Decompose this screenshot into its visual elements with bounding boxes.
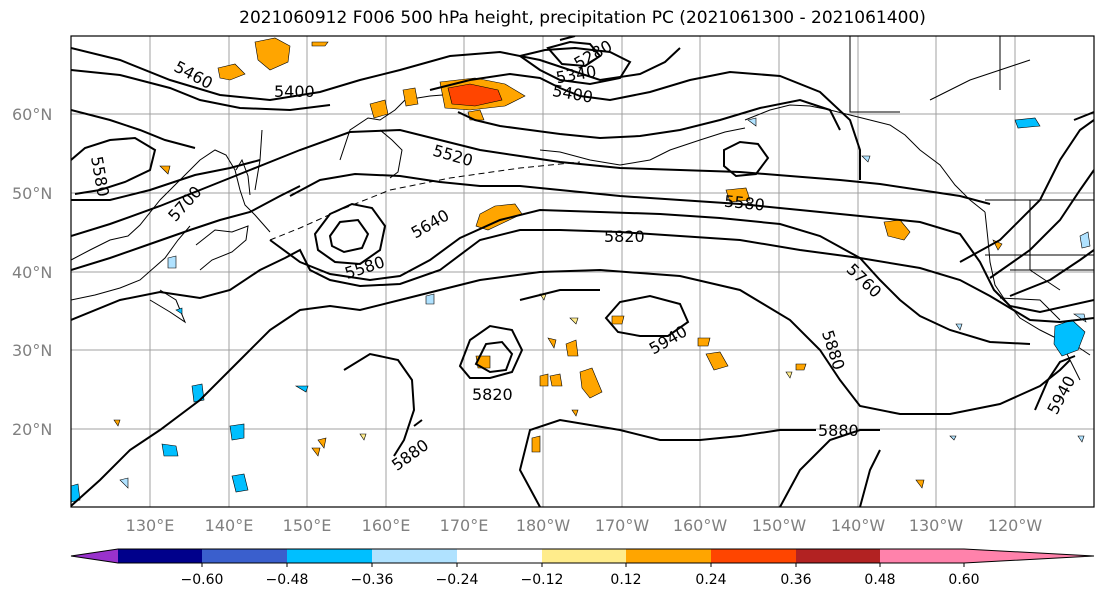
colorbar-tick-label: −0.12 — [521, 572, 564, 588]
map-frame — [70, 35, 1095, 508]
colorbar-outline — [70, 548, 1095, 564]
contour-label: 5400 — [274, 82, 315, 101]
colorbar-segment — [287, 549, 372, 563]
colorbar-tick-label: 0.36 — [780, 572, 811, 588]
colorbar-extend-right — [964, 549, 1094, 563]
lon-label: 170°W — [595, 516, 650, 535]
contour-label: 5820 — [604, 227, 645, 246]
colorbar-segment — [118, 549, 202, 563]
contour-label: 5580 — [723, 192, 765, 215]
colorbar-tick-label: −0.60 — [181, 572, 224, 588]
colorbar-tick-label: 0.60 — [948, 572, 979, 588]
colorbar-segment — [880, 549, 964, 563]
lon-label: 170°E — [440, 516, 489, 535]
lat-label: 30°N — [12, 341, 52, 360]
lon-label: 160°E — [362, 516, 411, 535]
lon-label: 140°W — [831, 516, 886, 535]
lon-label: 130°W — [909, 516, 964, 535]
contour-label: 5880 — [818, 421, 859, 440]
colorbar-segment — [372, 549, 457, 563]
height-contours — [71, 36, 1094, 507]
lon-label: 140°E — [205, 516, 254, 535]
longitude-labels: 130°E 140°E 150°E 160°E 170°E 180°W 170°… — [126, 516, 1043, 535]
map-title: 2021060912 F006 500 hPa height, precipit… — [239, 8, 926, 28]
latitude-labels: 60°N 50°N 40°N 30°N 20°N — [12, 105, 52, 439]
colorbar-tick-label: 0.24 — [695, 572, 726, 588]
lat-label: 50°N — [12, 184, 52, 203]
boundary-dashed — [269, 161, 581, 241]
lon-label: 180°W — [516, 516, 571, 535]
colorbar-segment — [457, 549, 542, 563]
colorbar-tick-label: −0.36 — [351, 572, 394, 588]
colorbar-segment — [626, 549, 711, 563]
colorbar-extend-left — [71, 549, 118, 563]
colorbar: −0.60 −0.48 −0.36 −0.24 −0.12 0.12 0.24 … — [70, 548, 1095, 588]
lon-label: 160°W — [673, 516, 728, 535]
colorbar-segment — [202, 549, 287, 563]
colorbar-tick-label: −0.48 — [266, 572, 309, 588]
colorbar-segment — [542, 549, 626, 563]
precip-negative — [71, 117, 1091, 503]
lat-label: 20°N — [12, 420, 52, 439]
colorbar-tick-label: 0.12 — [610, 572, 641, 588]
colorbar-tick-label: −0.24 — [436, 572, 479, 588]
colorbar-segment — [711, 549, 796, 563]
lon-label: 150°E — [283, 516, 332, 535]
lon-label: 120°W — [988, 516, 1043, 535]
colorbar-tick-label: 0.48 — [864, 572, 895, 588]
contour-label: 5820 — [472, 385, 513, 404]
lat-label: 40°N — [12, 263, 52, 282]
lat-label: 60°N — [12, 105, 52, 124]
colorbar-segment — [796, 549, 880, 563]
precip-positive — [113, 37, 1003, 489]
lon-label: 150°W — [752, 516, 807, 535]
lon-label: 130°E — [126, 516, 175, 535]
